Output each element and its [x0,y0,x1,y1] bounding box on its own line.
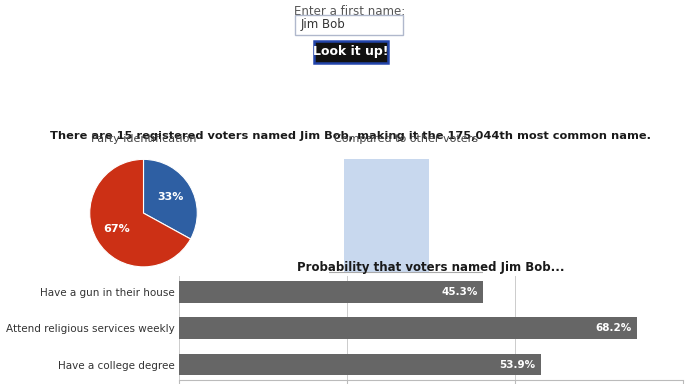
Bar [178,281,483,303]
Wedge shape [144,159,197,239]
Bar [295,15,403,35]
Text: 53.9%: 53.9% [499,359,536,369]
Bar [314,41,388,63]
Text: Jim Bob: Jim Bob [301,18,346,31]
Text: 67%: 67% [104,224,130,234]
Text: 68.2%: 68.2% [595,323,631,333]
Text: Enter a first name:: Enter a first name: [295,5,405,18]
Title: Compared to other voters: Compared to other voters [334,134,478,144]
Bar [178,354,540,376]
Text: 33%: 33% [158,192,183,202]
Bar [344,159,429,272]
Text: Look it up!: Look it up! [314,45,389,58]
Bar [178,318,637,339]
Text: 45.3%: 45.3% [441,287,477,297]
Title: Probability that voters named Jim Bob...: Probability that voters named Jim Bob... [297,261,564,274]
Wedge shape [90,159,190,267]
Title: Party identification: Party identification [91,134,196,144]
Text: There are 15 registered voters named Jim Bob, making it the 175,044th most commo: There are 15 registered voters named Jim… [50,131,650,141]
